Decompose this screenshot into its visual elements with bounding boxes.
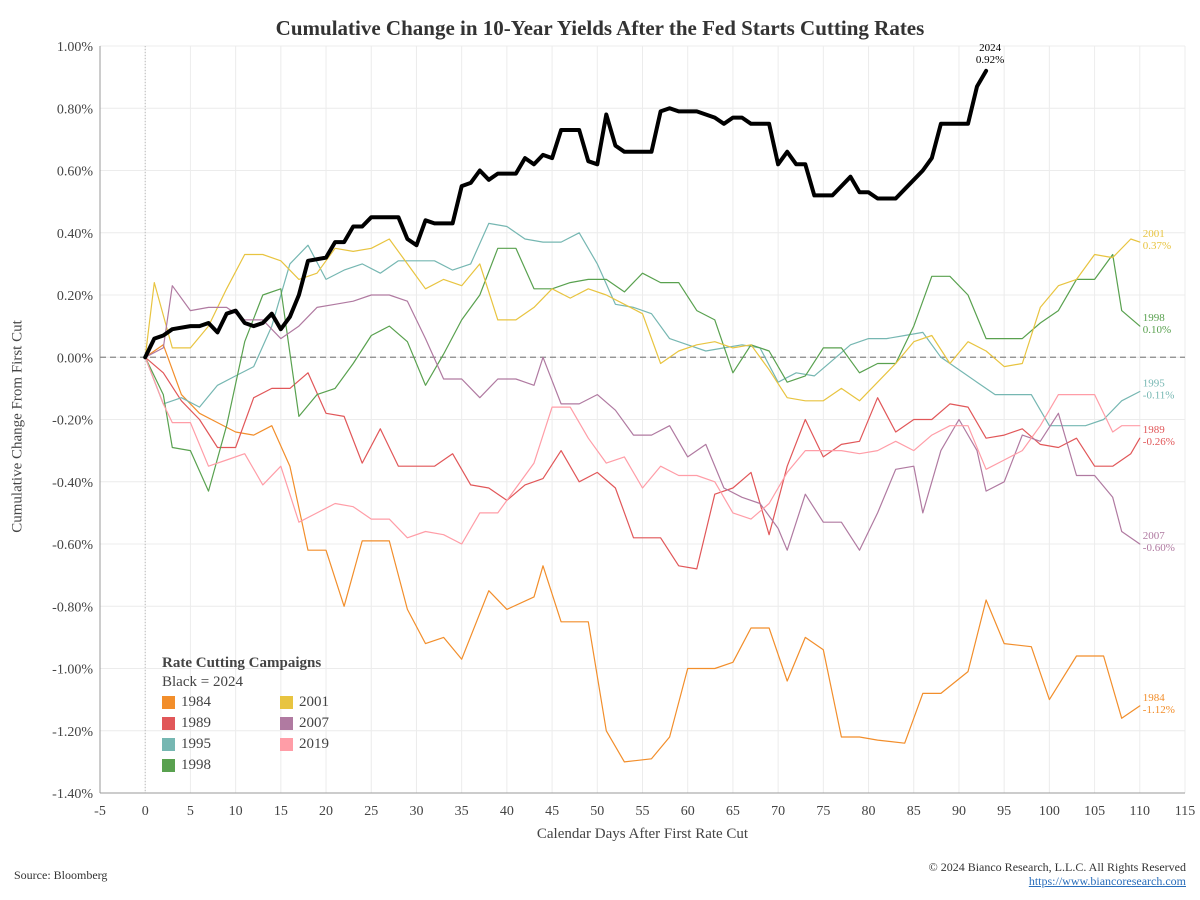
legend-title: Rate Cutting Campaigns [162,655,322,671]
x-axis-label: Calendar Days After First Rate Cut [536,826,749,842]
series-line-2007 [144,285,1141,551]
legend-item-2007: 2007 [280,715,380,732]
end-label-2001: 2001 [1143,228,1165,240]
legend-item-1995: 1995 [162,736,280,753]
copyright-block: © 2024 Bianco Research, L.L.C. All Right… [929,860,1186,888]
legend-label: 1984 [181,694,211,710]
end-label-2007: 2007 [1143,530,1166,542]
x-tick-label: 0 [142,804,149,819]
y-tick-label: 0.20% [57,289,94,304]
y-tick-label: 0.80% [57,102,94,117]
legend: Rate Cutting Campaigns Black = 2024 1984… [162,655,380,774]
legend-item-1989: 1989 [162,715,280,732]
legend-item-2019: 2019 [280,736,380,753]
end-value-1995: -0.11% [1143,389,1175,401]
x-tick-label: 35 [455,804,469,819]
x-tick-label: 55 [636,804,650,819]
y-tick-label: -1.40% [52,787,93,802]
legend-item-2001: 2001 [280,694,380,711]
y-axis-label: Cumulative Change From First Cut [9,320,26,533]
x-tick-label: 10 [229,804,243,819]
series-line-1998 [144,247,1141,492]
legend-item-1984: 1984 [162,694,280,711]
y-tick-label: 0.40% [57,227,94,242]
x-tick-label: 15 [274,804,288,819]
x-tick-label: 25 [364,804,378,819]
end-label-1984: 1984 [1143,692,1166,704]
series-line-2024 [143,68,989,360]
y-tick-label: -1.20% [52,725,93,740]
legend-item-1998: 1998 [162,757,280,774]
x-tick-label: 45 [545,804,559,819]
x-tick-label: 50 [590,804,604,819]
x-tick-label: 20 [319,804,333,819]
end-value-2001: 0.37% [1143,240,1171,252]
legend-swatch [280,696,293,709]
legend-label: 1989 [181,715,211,731]
x-tick-label: 65 [726,804,740,819]
x-tick-label: 100 [1039,804,1060,819]
x-tick-label: 110 [1130,804,1150,819]
x-tick-label: 30 [409,804,423,819]
end-value-1984: -1.12% [1143,704,1175,716]
legend-subtitle: Black = 2024 [162,674,243,690]
legend-swatch [162,717,175,730]
x-tick-label: 80 [862,804,876,819]
copyright-text: © 2024 Bianco Research, L.L.C. All Right… [928,860,1186,874]
legend-label: 1998 [181,757,211,773]
legend-label: 2001 [299,694,329,710]
end-label-1995: 1995 [1143,377,1166,389]
series-line-1984 [144,344,1141,763]
series-lines [143,68,1141,763]
end-label-1998: 1998 [1143,312,1166,324]
y-tick-label: -0.40% [52,476,93,491]
end-label-1989: 1989 [1143,424,1166,436]
end-value-1998: 0.10% [1143,324,1171,336]
legend-swatch [162,759,175,772]
chart-title: Cumulative Change in 10-Year Yields Afte… [275,16,925,40]
legend-swatch [280,717,293,730]
end-value-2007: -0.60% [1143,542,1175,554]
website-link[interactable]: https://www.biancoresearch.com [1028,874,1186,888]
series-line-2019 [144,356,1141,545]
legend-label: 2019 [299,736,329,752]
series-line-1989 [144,356,1141,570]
y-tick-label: -0.80% [52,600,93,615]
y-tick-label: -0.60% [52,538,93,553]
y-tick-label: -1.00% [52,663,93,678]
source-note: Source: Bloomberg [14,868,108,882]
x-tick-label: 70 [771,804,785,819]
x-tick-label: 105 [1084,804,1105,819]
x-tick-label: 85 [907,804,921,819]
y-tick-label: 1.00% [57,40,94,55]
x-tick-label: 90 [952,804,966,819]
x-tick-label: 5 [187,804,194,819]
end-value-1989: -0.26% [1143,436,1175,448]
legend-label: 2007 [299,715,329,731]
y-tick-label: 0.60% [57,165,94,180]
x-tick-label: 95 [997,804,1011,819]
y-tick-label: -0.20% [52,414,93,429]
legend-swatch [162,738,175,751]
x-tick-label: -5 [94,804,106,819]
end-value-2024: 0.92% [976,54,1004,66]
end-label-2024: 2024 [979,42,1002,54]
legend-swatch [280,738,293,751]
y-tick-label: 0.00% [57,351,94,366]
x-tick-label: 115 [1175,804,1195,819]
series-line-1995 [144,222,1141,427]
legend-items: 1984 2001 1989 2007 1995 2019 1998 [162,694,380,774]
axes [99,46,1185,794]
x-tick-label: 40 [500,804,514,819]
legend-swatch [162,696,175,709]
x-tick-label: 75 [816,804,830,819]
x-tick-label: 60 [681,804,695,819]
legend-label: 1995 [181,736,211,752]
tick-labels: 1.00% 0.80% 0.60% 0.40% 0.20% 0.00% -0.20% -0.4… [52,40,1195,819]
